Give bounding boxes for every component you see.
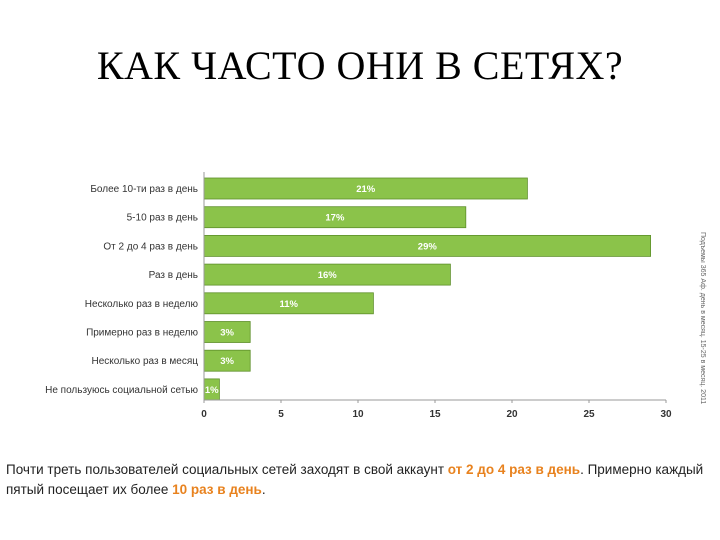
caption-highlight-1: от 2 до 4 раз в день xyxy=(447,462,581,477)
bars-layer: Более 10-ти раз в день 21% 5-10 раз в день… xyxy=(45,177,652,401)
value-label-5: 3% xyxy=(220,328,234,339)
slide-title: КАК ЧАСТО ОНИ В СЕТЯХ? xyxy=(96,43,624,88)
x-ticks-layer: 0 5 10 15 20 25 30 xyxy=(201,400,672,420)
x-tick-label-0: 0 xyxy=(201,409,207,420)
value-label-7: 1% xyxy=(205,385,219,396)
value-label-1: 17% xyxy=(325,213,345,224)
x-tick-label-1: 5 xyxy=(278,409,284,420)
value-label-4: 11% xyxy=(279,299,298,310)
category-label-6: Несколько раз в месяц xyxy=(91,356,198,367)
side-note: Подъемы 365 Аф. день в месяц. 15-25 в ме… xyxy=(699,232,706,405)
chart-caption: Почти треть пользователей социальных сет… xyxy=(6,460,712,500)
value-label-3: 16% xyxy=(318,270,338,281)
caption-text-3: . xyxy=(261,482,266,497)
x-tick-label-3: 15 xyxy=(429,409,441,420)
bar-chart: Более 10-ти раз в день 21% 5-10 раз в день… xyxy=(45,172,672,420)
category-label-4: Несколько раз в неделю xyxy=(85,299,199,310)
category-label-7: Не пользуюсь социальной сетью xyxy=(45,385,198,396)
x-tick-label-4: 20 xyxy=(506,409,518,420)
value-label-2: 29% xyxy=(418,241,438,252)
category-label-0: Более 10-ти раз в день xyxy=(90,184,198,195)
caption-text-2: . Примерно каждый пятый посещает их боле… xyxy=(6,462,704,497)
x-tick-label-5: 25 xyxy=(583,409,595,420)
value-label-6: 3% xyxy=(220,356,234,367)
x-tick-label-2: 10 xyxy=(352,409,364,420)
value-label-0: 21% xyxy=(356,184,376,195)
category-label-5: Примерно раз в неделю xyxy=(86,328,198,339)
x-tick-label-6: 30 xyxy=(660,409,672,420)
category-label-2: От 2 до 4 раз в день xyxy=(103,241,198,252)
category-label-3: Раз в день xyxy=(149,270,198,281)
category-label-1: 5-10 раз в день xyxy=(127,213,198,224)
caption-text-1: Почти треть пользователей социальных сет… xyxy=(6,462,448,477)
caption-highlight-2: 10 раз в день xyxy=(172,482,262,497)
